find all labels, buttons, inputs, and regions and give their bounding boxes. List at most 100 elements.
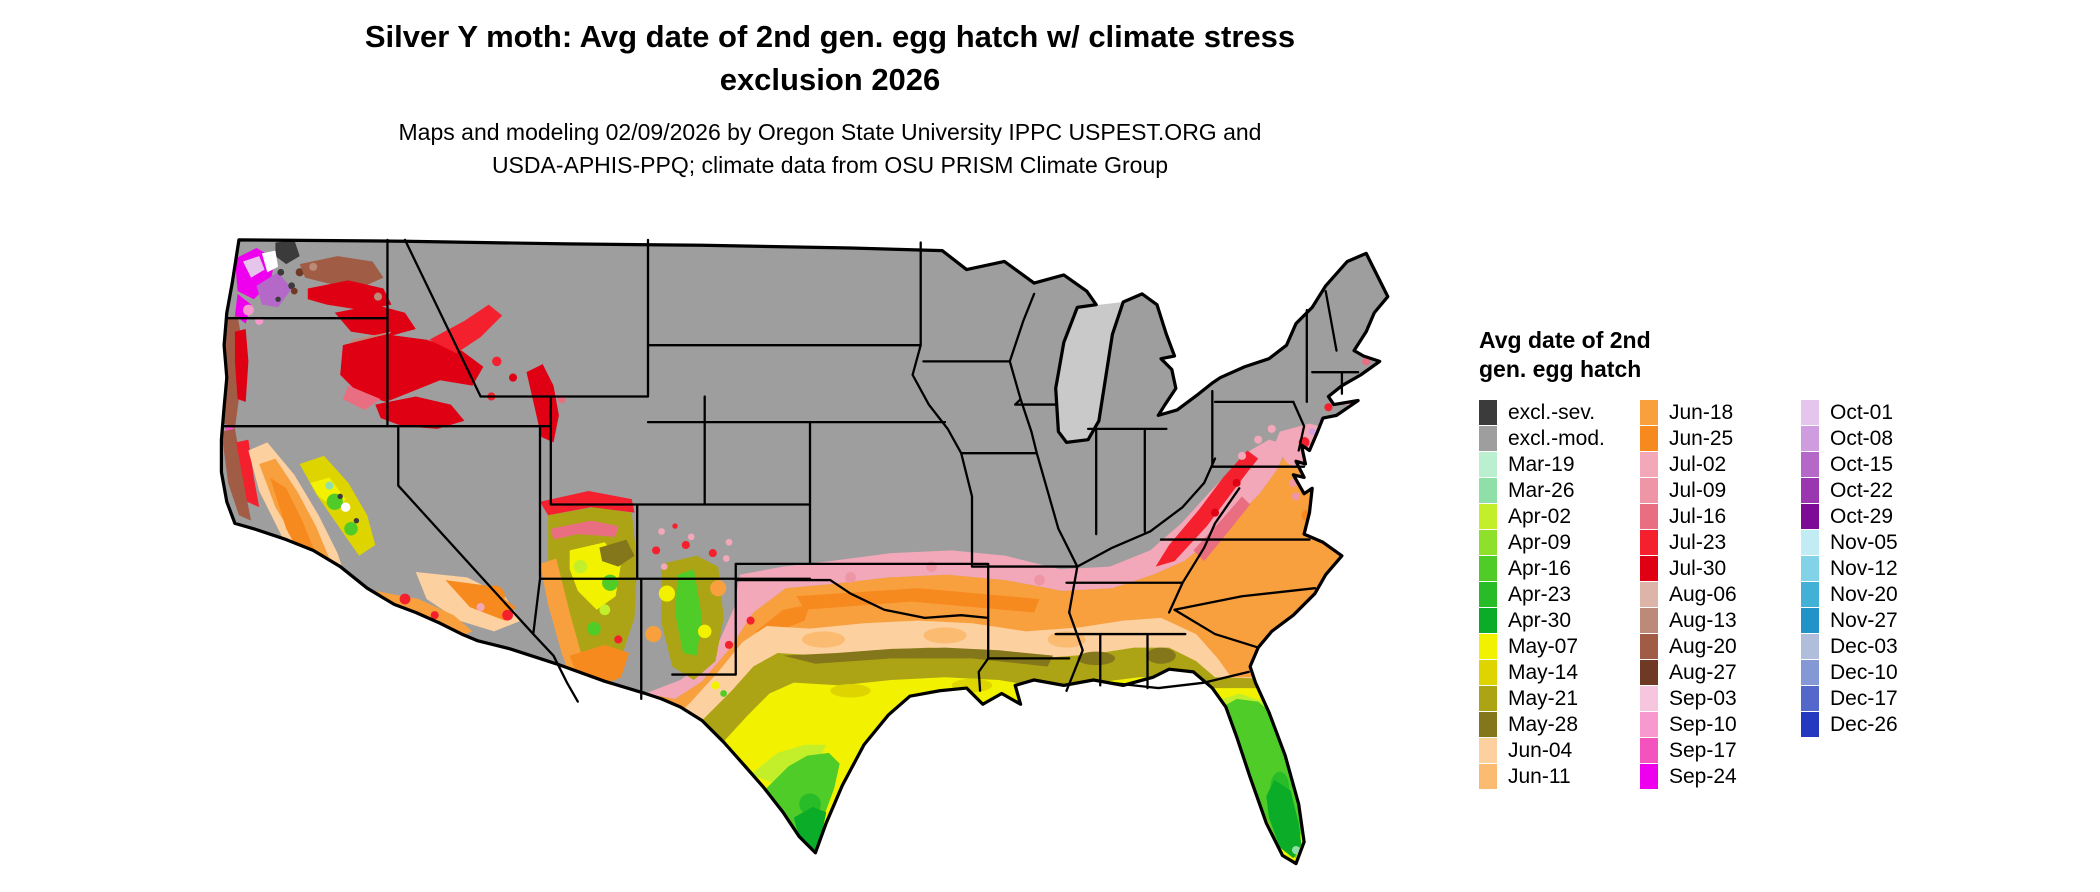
legend-row: Mar-19 bbox=[1479, 452, 1640, 478]
map-region-shape bbox=[1313, 454, 1322, 463]
map-region-shape bbox=[801, 631, 846, 648]
legend-swatch bbox=[1801, 660, 1819, 685]
map-region-shape bbox=[508, 373, 518, 382]
legend-label: Jul-23 bbox=[1669, 530, 1727, 554]
legend-swatch bbox=[1479, 400, 1497, 425]
map-region-shape bbox=[299, 256, 384, 289]
legend-row: Aug-20 bbox=[1640, 634, 1801, 660]
map-region-shape bbox=[722, 555, 730, 562]
us-map-svg bbox=[219, 238, 1390, 866]
legend-label: Sep-10 bbox=[1669, 712, 1737, 736]
legend: Avg date of 2nd gen. egg hatch excl.-sev.… bbox=[1479, 326, 2079, 790]
legend-swatch bbox=[1479, 426, 1497, 451]
legend-label: Jun-25 bbox=[1669, 426, 1734, 450]
legend-label: Dec-03 bbox=[1830, 634, 1898, 658]
map-region-shape bbox=[658, 528, 665, 535]
map-region-shape bbox=[1232, 478, 1241, 487]
legend-swatch bbox=[1801, 634, 1819, 659]
map-region-shape bbox=[234, 293, 252, 324]
map-region-shape bbox=[1034, 574, 1045, 586]
legend-swatch bbox=[1801, 530, 1819, 555]
map-region-shape bbox=[340, 334, 484, 402]
map-region-shape bbox=[1291, 492, 1301, 501]
map-region-shape bbox=[277, 268, 285, 276]
map-region-shape bbox=[1237, 451, 1247, 460]
legend-row: Apr-09 bbox=[1479, 530, 1640, 556]
legend-title: Avg date of 2nd gen. egg hatch bbox=[1479, 326, 2079, 384]
legend-swatch bbox=[1479, 660, 1497, 685]
legend-row: Jul-09 bbox=[1640, 478, 1801, 504]
map-region-shape bbox=[430, 611, 439, 620]
legend-label: Nov-12 bbox=[1830, 556, 1898, 580]
map-region-shape bbox=[243, 304, 254, 316]
map-region-shape bbox=[725, 538, 733, 546]
legend-row: Jul-30 bbox=[1640, 556, 1801, 582]
legend-row: Dec-17 bbox=[1801, 686, 1962, 712]
map-region-shape bbox=[476, 603, 485, 612]
legend-column: Jun-18 Jun-25 Jul-02 Jul-09 Jul-16 Jul-23 Jul-… bbox=[1640, 400, 1801, 790]
map-region-shape bbox=[711, 681, 720, 690]
legend-row: Jun-25 bbox=[1640, 426, 1801, 452]
map-region-shape bbox=[307, 280, 392, 311]
page-title: Silver Y moth: Avg date of 2nd gen. egg … bbox=[0, 16, 1660, 102]
legend-swatch bbox=[1640, 530, 1658, 555]
legend-swatch bbox=[1479, 738, 1497, 763]
legend-label: Jul-30 bbox=[1669, 556, 1727, 580]
map-region-shape bbox=[746, 616, 755, 625]
map-region-shape bbox=[1324, 403, 1333, 412]
legend-row: May-07 bbox=[1479, 634, 1640, 660]
map-region-shape bbox=[1075, 684, 1112, 698]
legend-label: excl.-sev. bbox=[1508, 400, 1596, 424]
legend-row: Sep-24 bbox=[1640, 764, 1801, 790]
legend-label: Apr-23 bbox=[1508, 582, 1572, 606]
map-region-shape bbox=[1146, 647, 1176, 664]
legend-row: May-14 bbox=[1479, 660, 1640, 686]
legend-label: Apr-30 bbox=[1508, 608, 1572, 632]
legend-row: Oct-15 bbox=[1801, 452, 1962, 478]
legend-row: Apr-30 bbox=[1479, 608, 1640, 634]
legend-swatch bbox=[1640, 478, 1658, 503]
map-region-shape bbox=[236, 439, 260, 508]
map-region-shape bbox=[923, 627, 967, 644]
map-region-shape bbox=[724, 640, 734, 649]
legend-swatch bbox=[1640, 426, 1658, 451]
legend-swatch bbox=[1479, 686, 1497, 711]
legend-label: Oct-22 bbox=[1830, 478, 1894, 502]
legend-row: Dec-10 bbox=[1801, 660, 1962, 686]
legend-label: Apr-09 bbox=[1508, 530, 1572, 554]
legend-label: Nov-20 bbox=[1830, 582, 1898, 606]
us-outline bbox=[219, 238, 1390, 866]
map-region-shape bbox=[1210, 508, 1220, 517]
legend-swatch bbox=[1640, 400, 1658, 425]
legend-swatch bbox=[1640, 738, 1658, 763]
map-region-shape bbox=[340, 502, 351, 512]
legend-row: Dec-26 bbox=[1801, 712, 1962, 738]
legend-swatch bbox=[1801, 686, 1819, 711]
legend-label: Apr-02 bbox=[1508, 504, 1572, 528]
map-region-shape bbox=[342, 385, 381, 410]
legend-label: Jul-16 bbox=[1669, 504, 1727, 528]
map-region-shape bbox=[270, 477, 314, 559]
map-region-shape bbox=[275, 296, 281, 302]
legend-swatch bbox=[1640, 634, 1658, 659]
legend-row: Aug-27 bbox=[1640, 660, 1801, 686]
legend-swatch bbox=[1479, 608, 1497, 633]
us-map bbox=[216, 226, 1431, 892]
map-region-shape bbox=[720, 690, 727, 697]
map-region-shape bbox=[502, 609, 513, 621]
legend-label: Jul-02 bbox=[1669, 452, 1727, 476]
legend-row: Nov-20 bbox=[1801, 582, 1962, 608]
legend-label: Nov-05 bbox=[1830, 530, 1898, 554]
legend-row: Aug-06 bbox=[1640, 582, 1801, 608]
legend-row: Oct-29 bbox=[1801, 504, 1962, 530]
map-region-shape bbox=[1254, 435, 1263, 444]
legend-label: Dec-10 bbox=[1830, 660, 1898, 684]
map-region-shape bbox=[275, 239, 300, 265]
legend-swatch bbox=[1640, 556, 1658, 581]
legend-row: Oct-01 bbox=[1801, 400, 1962, 426]
legend-swatch bbox=[1640, 686, 1658, 711]
map-region-shape bbox=[492, 356, 502, 367]
map-region-shape bbox=[660, 563, 668, 570]
map-region-shape bbox=[645, 439, 1288, 699]
map-region-shape bbox=[645, 625, 662, 643]
